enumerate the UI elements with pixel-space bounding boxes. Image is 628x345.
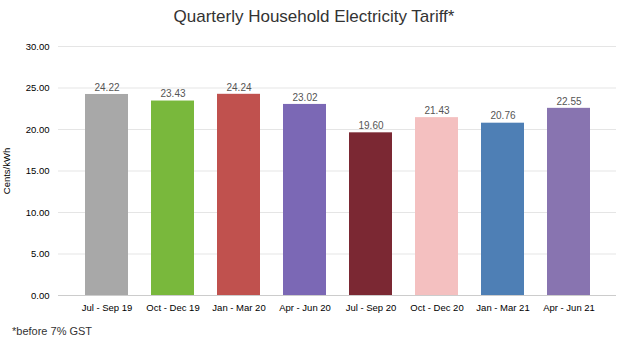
svg-text:24.22: 24.22 — [94, 82, 119, 93]
html-text:Quarterly Household Electricit: Quarterly Household Electricity Tariff* — [173, 7, 455, 26]
svg-text:15.00: 15.00 — [26, 165, 50, 176]
svg-text:Apr - Jun 21: Apr - Jun 21 — [543, 302, 595, 313]
svg-text:Jan - Mar 20: Jan - Mar 20 — [212, 302, 265, 313]
svg-text:30.00: 30.00 — [26, 41, 50, 52]
svg-text:24.24: 24.24 — [226, 82, 251, 93]
svg-text:Apr - Jun 20: Apr - Jun 20 — [279, 302, 331, 313]
svg-text:Jul - Sep 20: Jul - Sep 20 — [346, 302, 397, 313]
svg-text:Jul - Sep 19: Jul - Sep 19 — [82, 302, 133, 313]
svg-text:Jan - Mar 21: Jan - Mar 21 — [476, 302, 529, 313]
svg-text:5.00: 5.00 — [31, 248, 50, 259]
svg-text:22.55: 22.55 — [556, 96, 581, 107]
svg-text:21.43: 21.43 — [424, 105, 449, 116]
svg-text:0.00: 0.00 — [31, 290, 50, 301]
svg-text:Oct - Dec 20: Oct - Dec 20 — [410, 302, 463, 313]
svg-text:Cents/kWh: Cents/kWh — [1, 148, 12, 194]
svg-text:Oct - Dec 19: Oct - Dec 19 — [146, 302, 199, 313]
svg-text:20.76: 20.76 — [490, 110, 515, 121]
svg-text:23.43: 23.43 — [160, 88, 185, 99]
svg-text:23.02: 23.02 — [292, 92, 317, 103]
svg-text:20.00: 20.00 — [26, 124, 50, 135]
svg-text:10.00: 10.00 — [26, 207, 50, 218]
html-text:*before 7% GST: *before 7% GST — [12, 325, 93, 337]
svg-text:25.00: 25.00 — [26, 82, 50, 93]
svg-text:19.60: 19.60 — [358, 120, 383, 131]
